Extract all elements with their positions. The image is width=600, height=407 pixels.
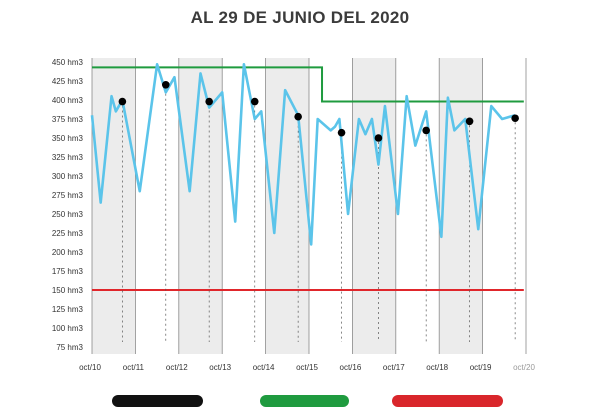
y-tick-label: 150 hm3 [52, 286, 84, 295]
year-band [178, 58, 223, 354]
x-tick-label: oct/15 [296, 363, 318, 372]
y-tick-label: 275 hm3 [52, 191, 84, 200]
yearly-marker-point [118, 97, 127, 106]
y-tick-label: 400 hm3 [52, 96, 84, 105]
yearly-marker-point [205, 97, 213, 106]
y-tick-label: 125 hm3 [52, 305, 84, 314]
yearly-marker-point [294, 112, 302, 121]
x-tick-label: oct/10 [79, 363, 101, 372]
year-band [352, 58, 396, 354]
y-tick-label: 425 hm3 [52, 77, 84, 86]
yearly-marker-point [422, 126, 430, 135]
x-tick-label: oct/16 [340, 363, 362, 372]
y-tick-label: 175 hm3 [52, 267, 84, 276]
legend-button-black[interactable] [112, 395, 203, 407]
legend-button-red[interactable] [392, 395, 503, 407]
yearly-marker-point [161, 81, 170, 89]
legend-button-green[interactable] [260, 395, 349, 407]
y-tick-label: 300 hm3 [52, 172, 84, 181]
yearly-marker-point [337, 128, 346, 137]
x-tick-label: oct/12 [166, 363, 188, 372]
max-level-line [92, 66, 524, 103]
y-tick-label: 325 hm3 [52, 153, 84, 162]
y-tick-label: 450 hm3 [52, 58, 84, 67]
x-tick-label: oct/20 [513, 363, 535, 372]
yearly-marker-point [374, 134, 383, 142]
x-tick-label: oct/17 [383, 363, 405, 372]
yearly-marker-point [250, 97, 259, 106]
y-tick-label: 250 hm3 [52, 210, 84, 219]
yearly-marker-point [465, 117, 474, 126]
yearly-marker-point [511, 114, 519, 123]
x-tick-label: oct/11 [123, 363, 145, 372]
x-tick-label: oct/13 [209, 363, 231, 372]
y-tick-label: 75 hm3 [56, 343, 83, 352]
y-tick-label: 100 hm3 [52, 324, 84, 333]
y-tick-label: 225 hm3 [52, 229, 84, 238]
x-tick-label: oct/18 [426, 363, 448, 372]
y-tick-label: 350 hm3 [52, 134, 84, 143]
x-tick-label: oct/14 [253, 363, 275, 372]
y-tick-label: 200 hm3 [52, 248, 84, 257]
year-band [265, 58, 309, 354]
volume-series-line [90, 62, 516, 246]
chart-title: AL 29 DE JUNIO DEL 2020 [190, 8, 410, 27]
y-tick-label: 375 hm3 [52, 115, 84, 124]
x-tick-label: oct/19 [470, 363, 492, 372]
